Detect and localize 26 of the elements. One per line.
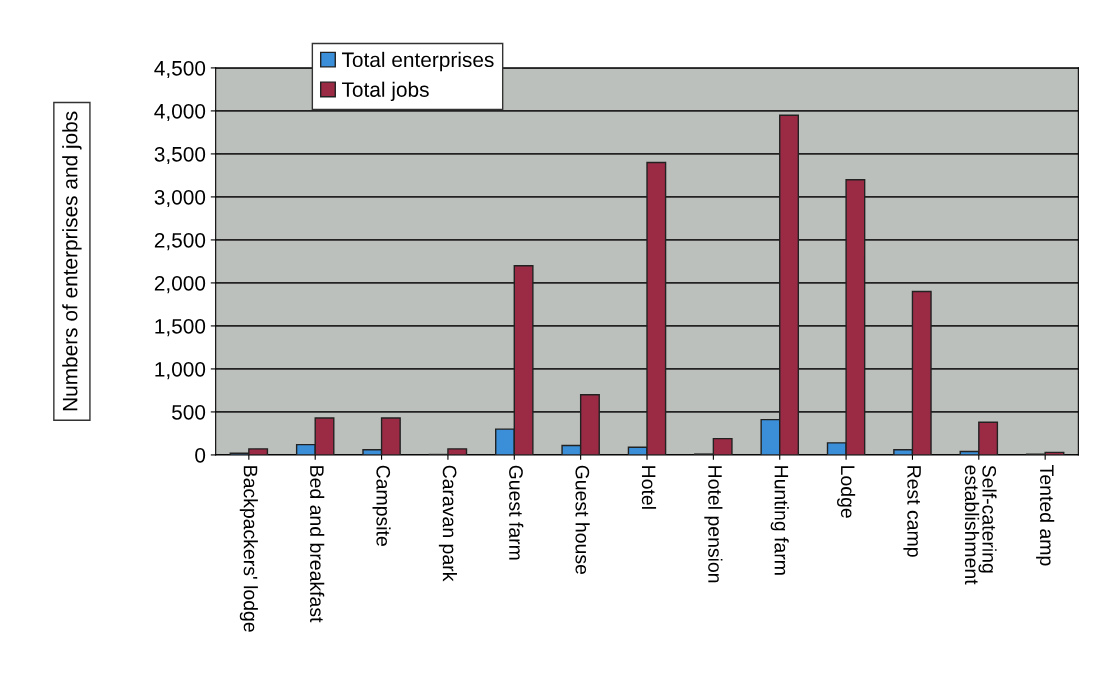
x-tick-label: Backpackers' lodge	[239, 466, 258, 632]
x-tick-label: Tented amp	[1036, 465, 1055, 566]
x-tick-label: Guest house	[575, 465, 590, 575]
x-tick-label: Self-catering establishment	[964, 465, 997, 585]
y-tick-label: 0	[195, 447, 206, 463]
y-tick-label: 2,500	[154, 232, 206, 251]
y-tick-label: 3,500	[154, 146, 206, 165]
y-axis-title: Numbers of enterprises and jobs	[62, 111, 82, 411]
legend-label: Total jobs	[341, 81, 429, 102]
y-tick-label: 3,000	[154, 189, 206, 208]
y-tick-label: 4,500	[154, 60, 206, 79]
x-tick-label: Rest camp	[903, 466, 921, 557]
y-tick-label: 1,500	[155, 318, 206, 337]
x-tick-label: Campsite	[372, 465, 391, 546]
x-tick-label: Caravan park	[438, 465, 457, 582]
y-tick-label: 1,000	[155, 361, 206, 380]
x-tick-label: Hunting farm	[770, 466, 789, 575]
y-tick-label: 4,000	[154, 103, 206, 122]
legend-label: Total enterprises	[341, 51, 494, 72]
x-tick-label: Lodge	[837, 466, 856, 518]
x-tick-label: Hotel	[641, 466, 657, 509]
x-tick-label: Guest farm	[509, 465, 524, 560]
x-tick-label: Bed and breakfast	[309, 466, 325, 623]
y-tick-label: 2,000	[154, 275, 206, 294]
x-tick-label: Hotel pension	[704, 466, 723, 583]
y-tick-label: 500	[172, 404, 206, 420]
